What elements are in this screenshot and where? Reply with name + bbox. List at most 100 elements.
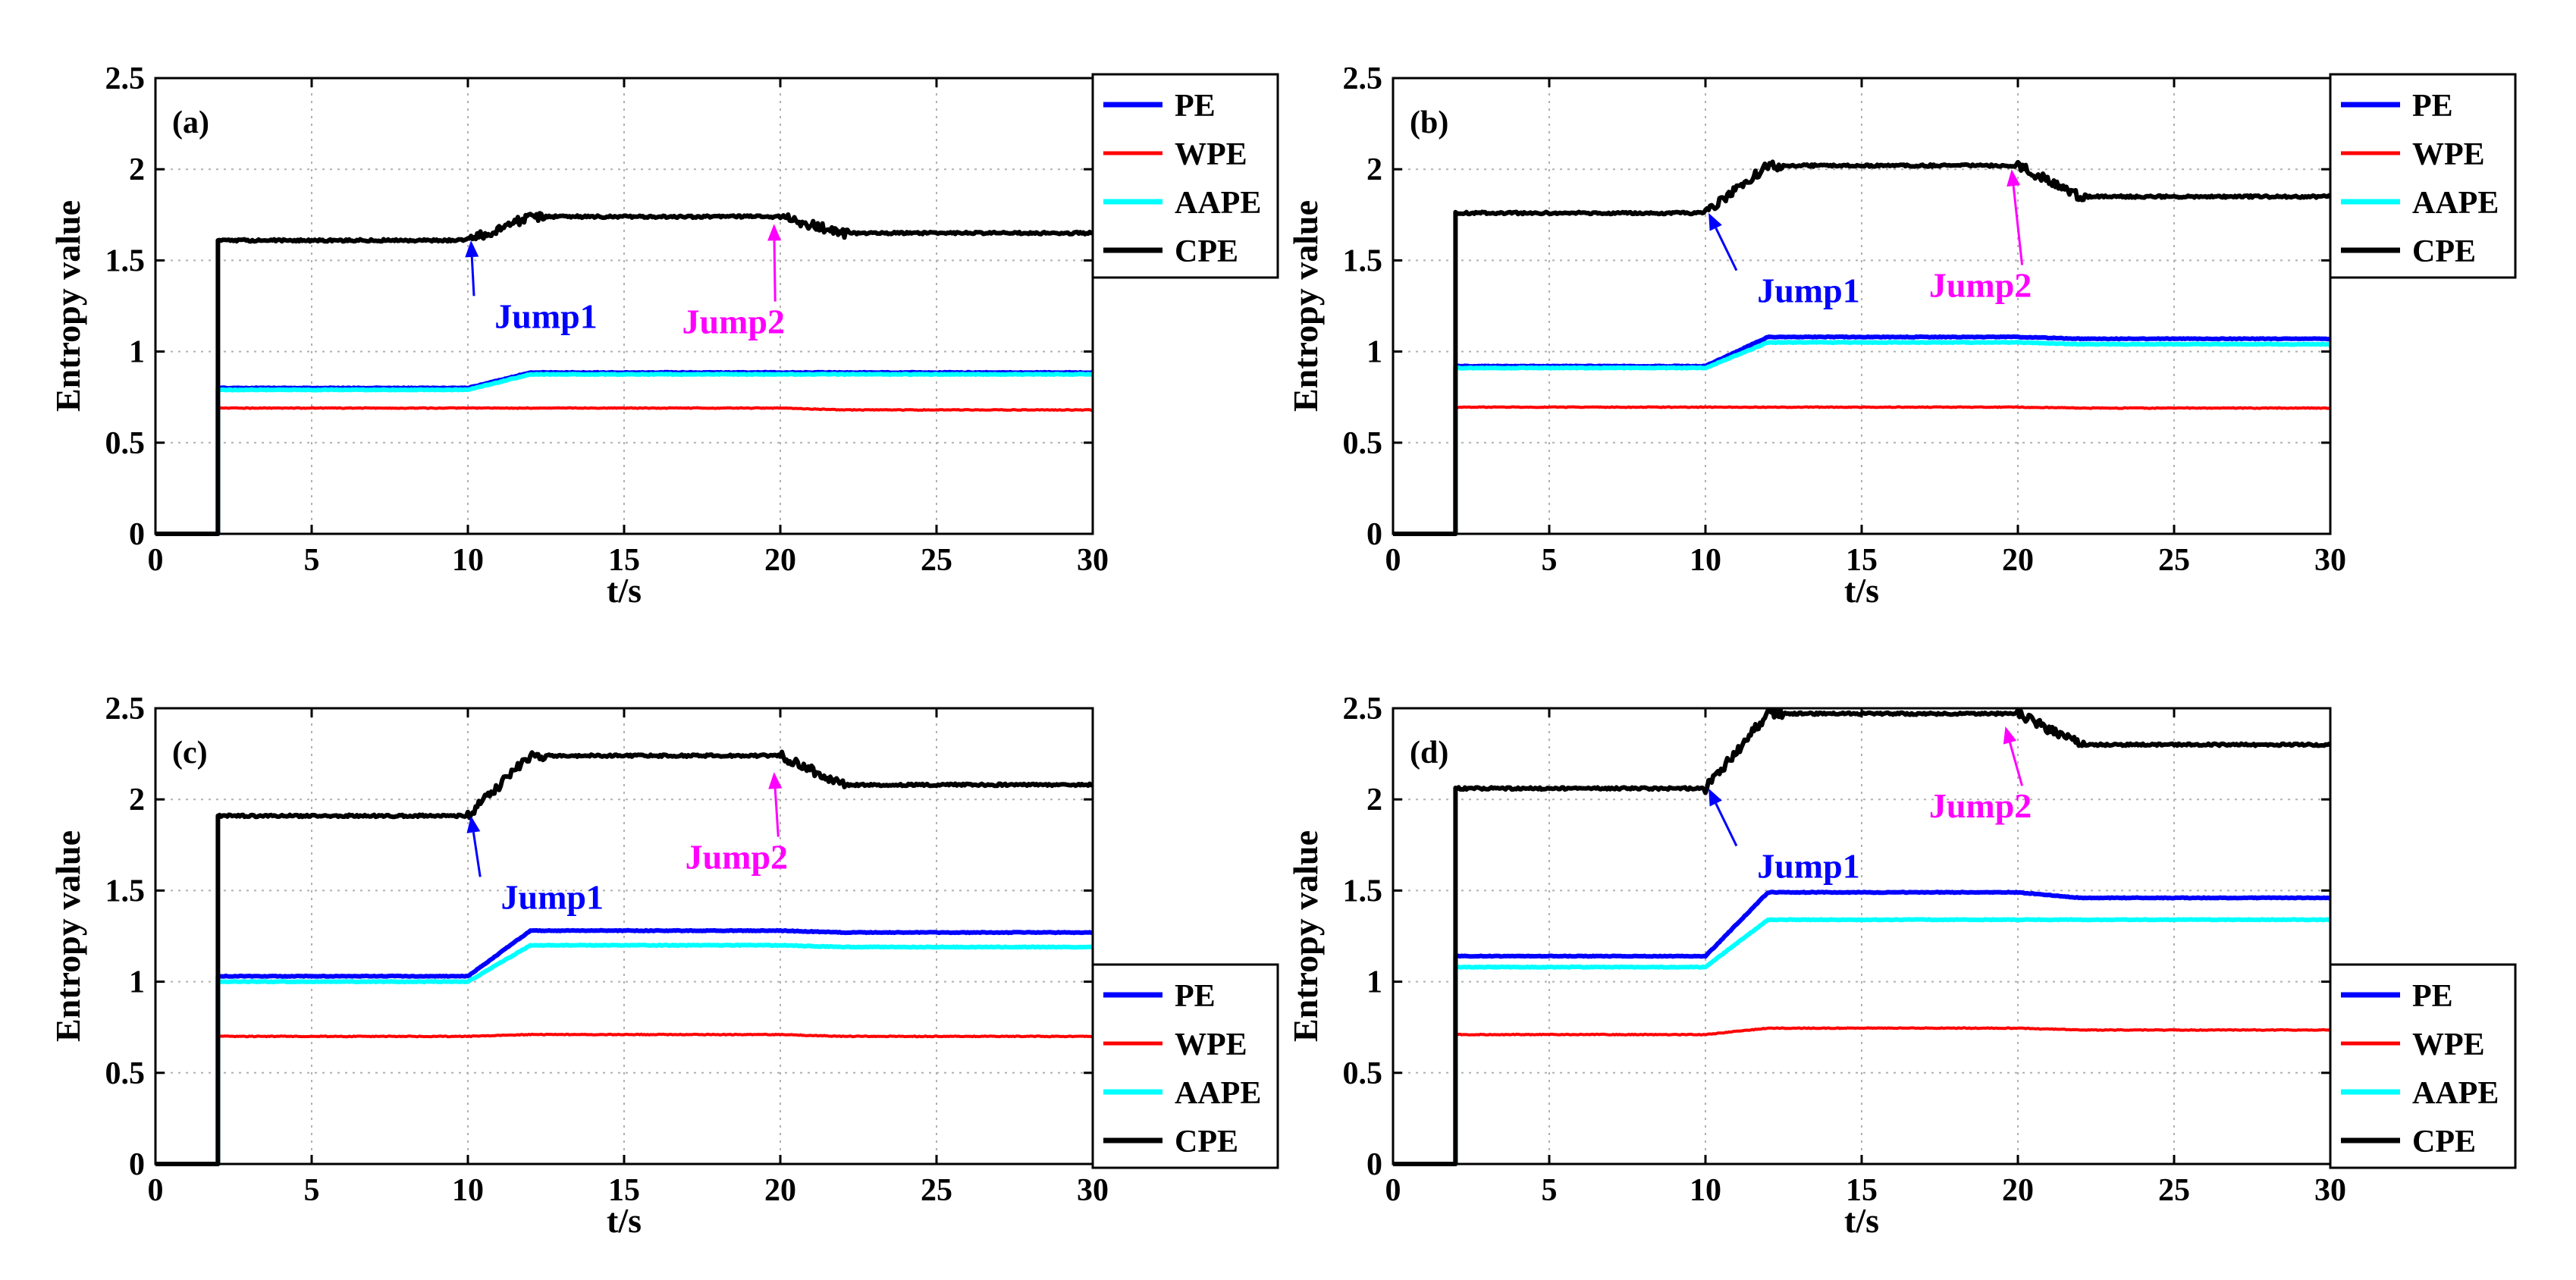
legend-box [1091,73,1279,279]
annotation-label: Jump2 [1929,786,2032,825]
x-tick-label: 25 [921,543,952,578]
y-axis-label: Entropy value [1286,200,1325,412]
series-line-pe [1393,889,2331,1166]
annotation-arrow-head [1708,788,1722,807]
annotation-label: Jump1 [1757,847,1859,886]
y-tick-label: 2 [1366,783,1382,817]
legend-box [2329,963,2517,1169]
x-axis-label: t/s [1844,571,1879,610]
annotation-jump1: Jump1 [1708,788,1860,886]
y-tick-label: 0 [129,517,145,552]
grid [1393,708,2330,1164]
legend-label-aape: AAPE [2412,1076,2499,1111]
x-tick-label: 0 [1385,1173,1401,1208]
annotation-jump1: Jump1 [465,240,598,335]
annotation-jump2: Jump2 [682,224,785,341]
annotation-label: Jump1 [1757,271,1859,310]
y-tick-label: 2 [1366,152,1382,187]
legend-label-cpe: CPE [2412,234,2476,269]
x-tick-label: 5 [1542,1173,1558,1208]
y-tick-label: 1.5 [105,243,146,278]
annotation-label: Jump1 [500,877,603,916]
x-tick-label: 0 [1385,543,1401,578]
legend-label-pe: PE [2412,89,2453,124]
series-line-cpe [1393,707,2332,1166]
x-tick-label: 20 [2002,1173,2034,1208]
y-tick-label: 1 [1366,965,1382,1000]
x-tick-label: 5 [304,1173,320,1208]
legend: PE WPE AAPE CPE [1091,963,1279,1169]
x-tick-label: 5 [1542,543,1558,578]
legend-label-aape: AAPE [1175,186,1261,221]
panel-label: (d) [1410,736,1448,770]
y-axis-label: Entropy value [49,200,87,412]
x-tick-label: 0 [148,543,164,578]
series-line-aape [1393,340,2331,536]
legend-label-aape: AAPE [1175,1076,1261,1111]
annotation-arrow-line [1715,802,1738,847]
series-line-cpe [155,211,1093,536]
series-line-wpe [1393,1026,2331,1165]
legend: PE WPE AAPE CPE [2329,963,2517,1169]
legend-label-wpe: WPE [2412,1027,2485,1062]
legend-box [2329,73,2517,279]
annotation-label: Jump2 [686,838,788,877]
legend-label-wpe: WPE [1175,137,1247,172]
annotation-arrow-line [470,256,475,296]
x-tick-label: 15 [1846,543,1878,578]
annotation-arrow-line [2009,742,2024,786]
x-tick-label: 15 [608,1173,640,1208]
y-axis-label: Entropy value [1286,830,1325,1042]
chart-panel-c: 0 5 10 15 20 25 30 0 0.5 1 1.5 2 2.5 t/s Entropy value… [49,692,1279,1240]
y-tick-label: 1 [1366,335,1382,370]
annotation-label: Jump1 [494,296,597,335]
annotation-arrow-head [2003,726,2017,745]
annotation-jump1: Jump1 [466,815,604,916]
series-line-aape [1393,917,2331,1166]
chart-panel-d: 0 5 10 15 20 25 30 0 0.5 1 1.5 2 2.5 t/s Entropy value… [1286,692,2517,1240]
x-tick-label: 30 [1077,543,1109,578]
x-tick-label: 25 [2158,1173,2190,1208]
legend-label-wpe: WPE [2412,137,2485,172]
annotation-label: Jump2 [682,303,784,341]
y-tick-label: 1 [129,335,145,370]
annotation-jump2: Jump2 [1929,726,2032,825]
annotation-arrow-line [2012,185,2024,265]
y-tick-label: 2.5 [105,692,146,726]
legend-box [1091,963,1279,1169]
series-line-aape [155,372,1093,536]
y-tick-label: 1.5 [105,874,146,908]
y-tick-label: 2 [129,783,145,817]
legend-label-cpe: CPE [2412,1125,2476,1159]
chart-panel-a: 0 5 10 15 20 25 30 0 0.5 1 1.5 2 2.5 t/s Entropy value… [49,61,1279,610]
annotation-jump1: Jump1 [1708,212,1860,310]
x-tick-label: 5 [304,543,320,578]
panel-label: (a) [172,105,209,140]
annotation-arrow-head [1708,212,1722,231]
annotation-arrow-line [773,788,780,837]
y-tick-label: 2.5 [105,61,146,96]
x-tick-label: 20 [764,1173,796,1208]
annotation-jump2: Jump2 [686,772,788,877]
legend-label-pe: PE [1175,89,1216,124]
x-tick-label: 10 [452,1173,484,1208]
legend: PE WPE AAPE CPE [1091,73,1279,279]
legend-label-cpe: CPE [1175,1125,1238,1159]
series-line-aape [155,943,1094,1166]
y-tick-label: 0 [129,1147,145,1182]
x-tick-label: 0 [148,1173,164,1208]
chart-panel-b: 0 5 10 15 20 25 30 0 0.5 1 1.5 2 2.5 t/s Entropy value… [1286,61,2517,610]
series-line-pe [155,927,1093,1166]
x-tick-label: 10 [452,543,484,578]
y-tick-label: 0.5 [105,1056,146,1091]
y-tick-label: 0.5 [1343,1056,1383,1091]
panel-label: (b) [1410,105,1448,140]
series-line-wpe [1393,405,2331,535]
y-tick-label: 2 [129,152,145,187]
legend-label-aape: AAPE [2412,186,2499,221]
x-tick-label: 30 [1077,1173,1109,1208]
y-tick-label: 0 [1366,1147,1382,1182]
y-tick-label: 0.5 [105,426,146,461]
legend-label-pe: PE [2412,979,2453,1014]
